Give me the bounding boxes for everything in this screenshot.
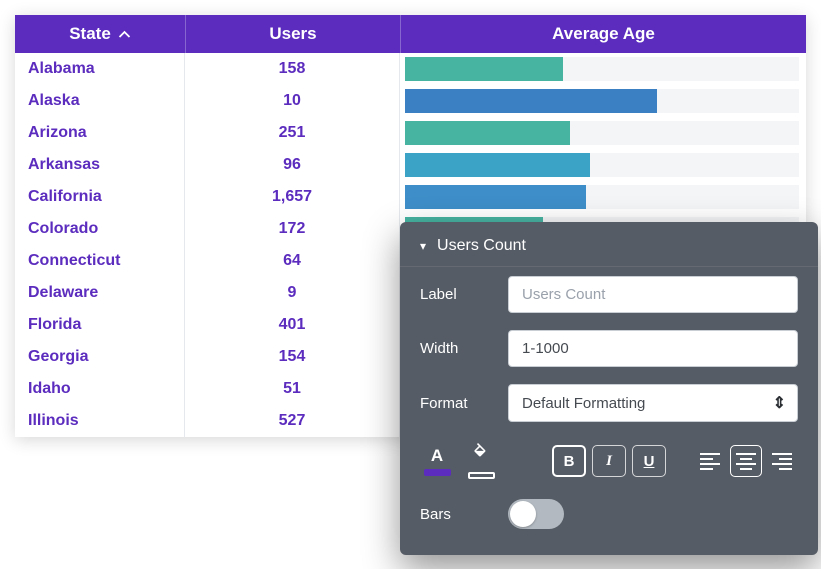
table-row: Alaska 10 xyxy=(15,85,806,117)
width-field-row: Width xyxy=(400,321,818,375)
bold-label: B xyxy=(563,452,575,470)
users-cell: 172 xyxy=(185,213,400,245)
users-cell: 96 xyxy=(185,149,400,181)
bar-track xyxy=(405,57,799,81)
italic-button[interactable]: I xyxy=(592,445,626,477)
state-cell: Illinois xyxy=(15,405,185,437)
format-toolbar: A B I U xyxy=(400,430,818,487)
state-cell: Connecticut xyxy=(15,245,185,277)
bar-track xyxy=(405,89,799,113)
italic-label: I xyxy=(606,452,612,469)
state-cell: Delaware xyxy=(15,277,185,309)
sort-caret-up-icon xyxy=(118,24,131,44)
width-field-label: Width xyxy=(420,340,459,357)
state-cell: Arkansas xyxy=(15,149,185,181)
column-header-average-age-label: Average Age xyxy=(552,24,655,43)
users-cell: 158 xyxy=(185,53,400,85)
users-cell: 10 xyxy=(185,85,400,117)
table-row: Alabama 158 xyxy=(15,53,806,85)
users-cell: 9 xyxy=(185,277,400,309)
bar-track xyxy=(405,121,799,145)
bar-fill xyxy=(405,185,587,209)
column-header-users-label: Users xyxy=(269,24,317,43)
average-age-cell xyxy=(400,85,806,117)
column-header-users[interactable]: Users xyxy=(185,15,400,53)
table-row: Arkansas 96 xyxy=(15,149,806,181)
state-cell: Florida xyxy=(15,309,185,341)
users-cell: 51 xyxy=(185,373,400,405)
state-cell: Alaska xyxy=(15,85,185,117)
paint-bucket-icon xyxy=(472,443,491,467)
text-color-swatch xyxy=(423,468,451,476)
panel-title: Users Count xyxy=(437,237,526,254)
label-input[interactable] xyxy=(508,276,798,313)
label-field-label: Label xyxy=(420,286,457,303)
bar-fill xyxy=(405,121,571,145)
users-cell: 64 xyxy=(185,245,400,277)
underline-label: U xyxy=(643,452,655,470)
label-field-row: Label xyxy=(400,267,818,321)
average-age-cell xyxy=(400,149,806,181)
updown-arrows-icon: ⇕ xyxy=(772,395,786,412)
users-count-panel: ▾ Users Count Label Width Format Default… xyxy=(400,222,818,555)
bars-toggle-row: Bars xyxy=(400,487,818,541)
users-cell: 251 xyxy=(185,117,400,149)
bar-track xyxy=(405,153,799,177)
state-cell: Idaho xyxy=(15,373,185,405)
table-header: State Users Average Age xyxy=(15,15,806,53)
align-center-icon[interactable] xyxy=(730,445,762,477)
state-cell: Alabama xyxy=(15,53,185,85)
format-select[interactable]: Default Formatting ⇕ xyxy=(508,384,798,422)
column-header-state-label: State xyxy=(69,24,111,43)
align-group xyxy=(694,445,798,477)
bars-toggle-label: Bars xyxy=(420,505,451,523)
table-row: California 1,657 xyxy=(15,181,806,213)
column-header-average-age[interactable]: Average Age xyxy=(400,15,806,53)
average-age-cell xyxy=(400,181,806,213)
collapse-caret-icon: ▾ xyxy=(420,239,427,253)
bar-fill xyxy=(405,89,658,113)
users-cell: 1,657 xyxy=(185,181,400,213)
average-age-cell xyxy=(400,117,806,149)
fill-color-swatch xyxy=(467,472,495,479)
width-input[interactable] xyxy=(508,330,798,367)
bar-fill xyxy=(405,153,591,177)
biu-group: B I U xyxy=(552,445,666,477)
bar-fill xyxy=(405,57,563,81)
users-cell: 527 xyxy=(185,405,400,437)
align-left-icon[interactable] xyxy=(694,445,726,477)
format-select-value: Default Formatting xyxy=(522,394,646,412)
bars-toggle[interactable] xyxy=(508,499,564,529)
format-field-row: Format Default Formatting ⇕ xyxy=(400,375,818,430)
column-header-state[interactable]: State xyxy=(15,15,185,53)
bar-track xyxy=(405,185,799,209)
table-row: Arizona 251 xyxy=(15,117,806,149)
state-cell: Arizona xyxy=(15,117,185,149)
state-cell: Colorado xyxy=(15,213,185,245)
users-cell: 154 xyxy=(185,341,400,373)
panel-header[interactable]: ▾ Users Count xyxy=(400,222,818,267)
align-right-icon[interactable] xyxy=(766,445,798,477)
text-color-button[interactable]: A xyxy=(420,447,454,476)
underline-button[interactable]: U xyxy=(632,445,666,477)
users-cell: 401 xyxy=(185,309,400,341)
bars-toggle-knob xyxy=(510,501,536,527)
bold-button[interactable]: B xyxy=(552,445,586,477)
state-cell: Georgia xyxy=(15,341,185,373)
state-cell: California xyxy=(15,181,185,213)
format-field-label: Format xyxy=(420,394,468,412)
average-age-cell xyxy=(400,53,806,85)
text-color-letter: A xyxy=(430,445,444,465)
fill-color-button[interactable] xyxy=(464,443,498,479)
